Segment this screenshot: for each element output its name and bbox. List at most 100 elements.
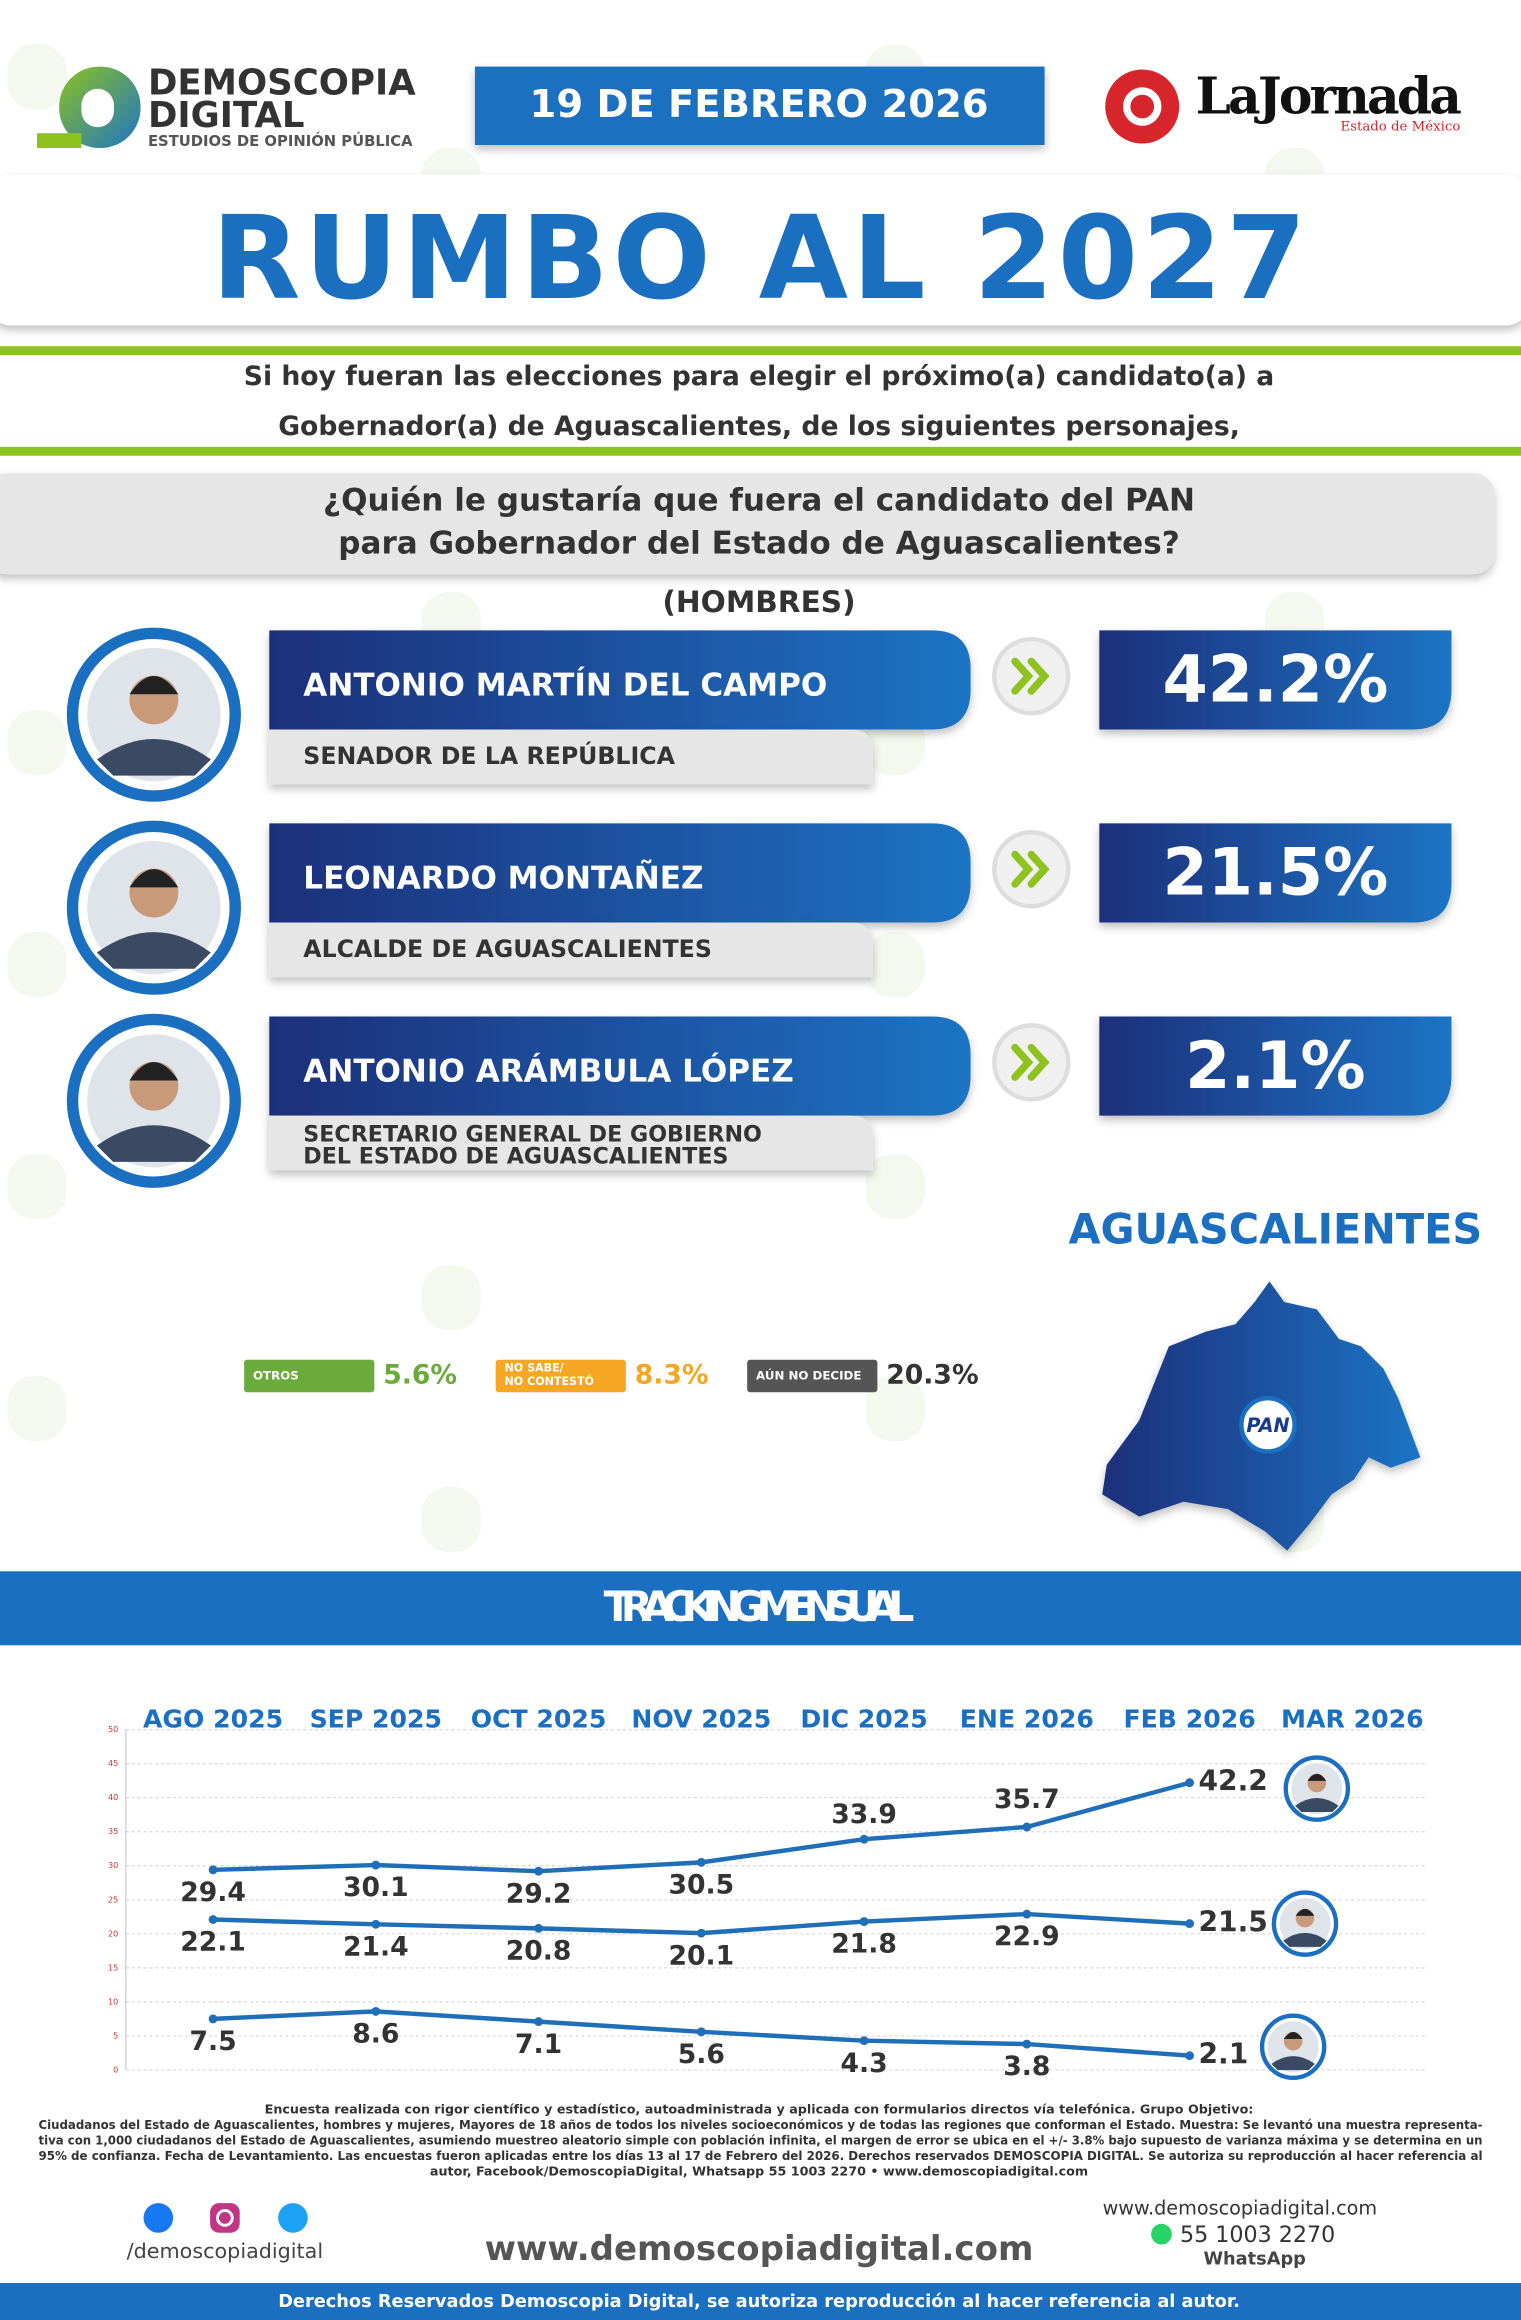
- methodology-line: 95% de confianza. Fecha de Levantamiento…: [38, 2148, 1482, 2163]
- series-point: [859, 1834, 869, 1844]
- data-label: 2.1: [1198, 2038, 1248, 2071]
- name-banner: [269, 823, 971, 923]
- role-box: [269, 1115, 873, 1171]
- x-tick-label: OCT 2025: [471, 1705, 607, 1734]
- name-banner: [269, 630, 971, 730]
- series-point: [1185, 1919, 1195, 1929]
- series-point: [534, 2017, 544, 2027]
- data-label: 22.1: [180, 1927, 246, 1958]
- candidate-result: 21.5%: [1162, 836, 1388, 911]
- result-box: [1099, 823, 1452, 923]
- partner: LaJornada: [1195, 67, 1461, 126]
- candidate-role: SECRETARIO GENERAL DE GOBIERNO: [303, 1121, 762, 1147]
- x-tick-label: ENE 2026: [960, 1705, 1094, 1734]
- twitter-icon: [278, 2203, 308, 2233]
- date: 19 DE FEBRERO 2026: [530, 82, 989, 127]
- others-label: AÚN NO DECIDE: [756, 1368, 861, 1383]
- y-tick-label: 10: [108, 1996, 118, 2006]
- series-point: [1185, 1778, 1195, 1788]
- question-line: ¿Quién le gustaría que fuera el candidat…: [323, 483, 1195, 519]
- divider: [0, 346, 1521, 356]
- candidate-result: 42.2%: [1162, 643, 1388, 718]
- intro-line: Si hoy fueran las elecciones para elegir…: [244, 361, 1274, 392]
- others-label: OTROS: [253, 1369, 299, 1383]
- data-label: 8.6: [352, 2019, 399, 2050]
- series-point: [859, 2036, 869, 2046]
- x-tick-label: DIC 2025: [800, 1705, 927, 1734]
- photo-hair: [129, 675, 179, 695]
- data-label: 29.4: [180, 1877, 246, 1908]
- others-label: NO SABE/: [505, 1362, 565, 1375]
- methodology-line: Encuesta realizada con rigor científico …: [265, 2101, 1254, 2116]
- series-point: [371, 2006, 381, 2016]
- data-label: 7.1: [515, 2029, 562, 2060]
- result-box: [1099, 630, 1452, 730]
- y-tick-label: 45: [108, 1758, 118, 1768]
- chevron: [1011, 1043, 1050, 1081]
- y-tick-label: 40: [108, 1792, 118, 1802]
- data-label: 42.2: [1198, 1765, 1267, 1798]
- whatsapp-icon: [1151, 2223, 1172, 2245]
- social-handle: /demoscopiadigital: [127, 2239, 323, 2263]
- map-badge-text: PAN: [1246, 1414, 1289, 1437]
- question-panel: [0, 473, 1495, 575]
- y-tick-label: 20: [108, 1928, 118, 1938]
- data-label: 30.1: [343, 1872, 409, 1903]
- data-label: 7.5: [189, 2026, 236, 2057]
- y-tick-label: 5: [113, 2030, 118, 2040]
- y-tick-label: 50: [108, 1724, 118, 1734]
- copyright-band: [0, 2282, 1521, 2320]
- website: www.demoscopiadigital.com: [485, 2229, 1034, 2269]
- data-label: 21.5: [1198, 1906, 1267, 1939]
- y-tick-label: 15: [108, 1962, 118, 1972]
- x-tick-label: SEP 2025: [310, 1705, 442, 1734]
- divider: [0, 446, 1521, 456]
- copyright: Derechos Reservados Demoscopia Digital, …: [278, 2292, 1240, 2312]
- series-point: [208, 2014, 218, 2024]
- x-tick-label: FEB 2026: [1123, 1705, 1255, 1734]
- others-result: 8.3%: [635, 1360, 709, 1391]
- instagram-icon-lens: [216, 2209, 234, 2227]
- tagline: ESTUDIOS DE OPINIÓN PÚBLICA: [148, 132, 413, 150]
- phone: 55 1003 2270: [1180, 2222, 1335, 2248]
- series-point: [208, 1915, 218, 1924]
- date-box: [474, 66, 1045, 146]
- others-tag: [244, 1359, 375, 1393]
- candidate-role: DEL ESTADO DE AGUASCALIENTES: [303, 1144, 728, 1170]
- photo-hair: [1295, 1908, 1315, 1916]
- series-point: [696, 1857, 706, 1867]
- data-label: 22.9: [994, 1921, 1060, 1952]
- facebook-icon: [143, 2203, 174, 2233]
- data-label: 30.5: [668, 1870, 734, 1901]
- x-tick-label: NOV 2025: [631, 1705, 771, 1734]
- candidate-role: SENADOR DE LA REPÚBLICA: [303, 742, 675, 770]
- photo-body: [1283, 1932, 1327, 1947]
- photo-body: [96, 1125, 211, 1162]
- data-label: 20.8: [506, 1936, 572, 1967]
- map-badge: [1239, 1395, 1297, 1454]
- series-point: [1022, 1822, 1032, 1832]
- others-result: 5.6%: [383, 1360, 457, 1391]
- watermark: [7, 44, 67, 110]
- data-label: 21.4: [343, 1931, 409, 1962]
- watermark: [865, 1154, 925, 1220]
- y-tick-label: 35: [108, 1826, 118, 1836]
- chevron: [1011, 657, 1050, 695]
- series-point: [1022, 1909, 1032, 1919]
- series-point: [696, 2027, 706, 2037]
- logo-icon-bar: [36, 133, 82, 148]
- candidate-name: ANTONIO ARÁMBULA LÓPEZ: [303, 1051, 793, 1090]
- data-label: 35.7: [994, 1784, 1060, 1815]
- result-box: [1099, 1016, 1452, 1116]
- candidate-name: ANTONIO MARTÍN DEL CAMPO: [303, 666, 827, 704]
- watermark: [7, 932, 67, 998]
- y-tick-label: 30: [108, 1860, 118, 1870]
- chevron: [1011, 850, 1050, 888]
- x-tick-label: AGO 2025: [143, 1705, 283, 1734]
- others-label: NO CONTESTÓ: [505, 1375, 594, 1388]
- watermark: [7, 710, 67, 776]
- instagram-icon: [210, 2203, 240, 2233]
- watermark: [7, 1376, 67, 1442]
- candidate-role: ALCALDE DE AGUASCALIENTES: [303, 935, 712, 963]
